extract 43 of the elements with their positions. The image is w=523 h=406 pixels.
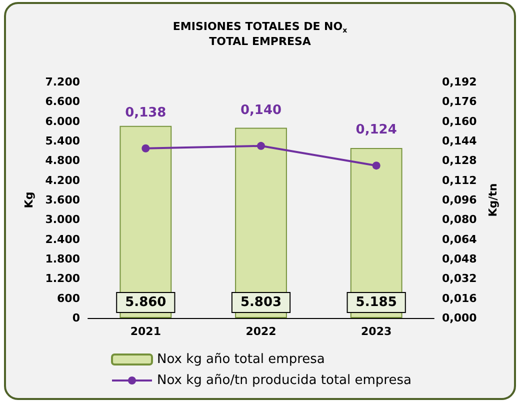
data-label: 5.185 [356,295,397,310]
y-tick-label: 4.800 [45,154,80,168]
y-tick-label: 1.800 [45,252,80,266]
y2-tick-label: 0,144 [442,134,478,148]
point [257,142,265,150]
y2-tick-label: 0,064 [442,232,478,246]
y2-tick-label: 0,192 [442,76,477,88]
data-label: 0,124 [356,122,397,138]
legend-label: Nox kg año total empresa [157,352,325,367]
y-tick-label: 6.600 [45,95,80,108]
y2-tick-label: 0,128 [442,154,477,168]
x-tick-label: 2023 [361,325,392,338]
y-tick-label: 3.000 [45,213,80,226]
point [372,162,380,170]
y2-tick-label: 0,032 [442,272,477,286]
data-label: 0,140 [240,102,282,118]
y-tick-label: 7.200 [45,76,80,88]
y2-tick-label: 0,176 [442,95,478,108]
y-tick-label: 600 [57,292,80,305]
y2-tick-label: 0,160 [442,114,478,128]
y-tick-label: 6.000 [45,114,80,128]
y-tick-label: 3.600 [45,194,80,206]
y2-tick-label: 0,048 [442,252,477,266]
x-tick-label: 2022 [246,325,276,338]
y-tick-label: 4.200 [45,174,80,187]
y2-tick-label: 0,112 [442,174,477,187]
chart-subtitle: TOTAL EMPRESA [209,35,312,48]
y2-tick-label: 0,000 [442,312,478,324]
data-label: 5.860 [125,295,166,310]
y2-tick-label: 0,096 [442,194,478,206]
y-tick-label: 0 [72,312,80,324]
data-label: 5.803 [240,295,282,310]
legend-label: Nox kg año/tn producida total empresa [157,373,412,388]
y-axis-title: Kg [22,192,36,208]
y2-tick-label: 0,016 [442,292,478,305]
x-tick-label: 2021 [130,325,161,338]
y-tick-label: 1.200 [45,272,80,286]
y2-axis-title: Kg/tn [486,183,500,217]
y-tick-label: 2.400 [45,232,80,246]
point [142,144,150,152]
y2-tick-label: 0,080 [442,213,478,226]
data-label: 0,138 [125,105,166,120]
y-tick-label: 5.400 [45,134,80,148]
